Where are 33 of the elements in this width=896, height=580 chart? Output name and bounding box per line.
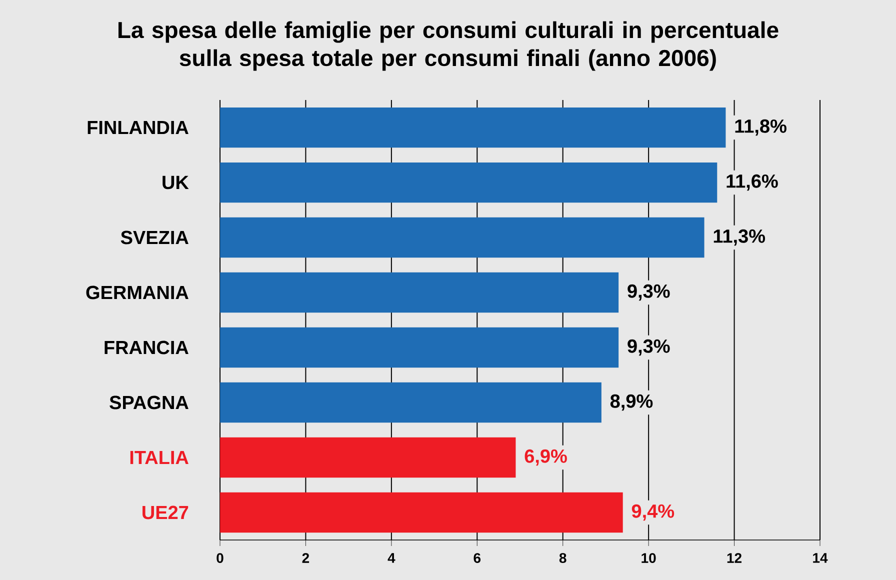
data-label: 11,3% (714, 229, 766, 246)
x-tick-label: 14 (813, 553, 828, 563)
bar (220, 162, 718, 203)
x-tick-label: 2 (302, 553, 310, 563)
x-tick-label: 12 (727, 553, 742, 563)
chart-title: La spesa delle famiglie per consumi culturali in percentuale sulla spesa totale per consumi finali (anno 2006) (118, 21, 778, 71)
data-label: 6,9% (524, 449, 567, 466)
bar (220, 327, 619, 368)
bar (220, 107, 726, 148)
data-label: 11,6% (726, 174, 778, 191)
x-tick-label: 4 (388, 553, 396, 563)
bar (220, 492, 623, 533)
data-label: 9,3% (628, 339, 670, 356)
y-tick-label: SVEZIA (120, 230, 188, 244)
bar (220, 437, 516, 478)
y-tick-label: FRANCIA (104, 340, 188, 354)
x-tick-label: 10 (642, 553, 656, 563)
y-tick-label: ITALIA (130, 450, 188, 464)
bar (220, 382, 602, 423)
y-tick-label: SPAGNA (110, 396, 188, 410)
y-tick-label: UE27 (142, 506, 188, 520)
y-tick-label: UK (162, 176, 189, 190)
data-label: 8,9% (610, 394, 653, 411)
data-label: 9,3% (628, 284, 670, 301)
x-tick-label: 6 (474, 553, 481, 563)
data-label: 11,8% (735, 119, 786, 136)
x-tick-label: 0 (216, 553, 224, 563)
bar (220, 272, 619, 313)
data-label: 9,4% (632, 504, 674, 521)
y-tick-label: GERMANIA (86, 286, 188, 300)
bar (220, 217, 704, 258)
x-tick-label: 8 (559, 553, 566, 563)
y-tick-label: FINLANDIA (88, 120, 188, 134)
